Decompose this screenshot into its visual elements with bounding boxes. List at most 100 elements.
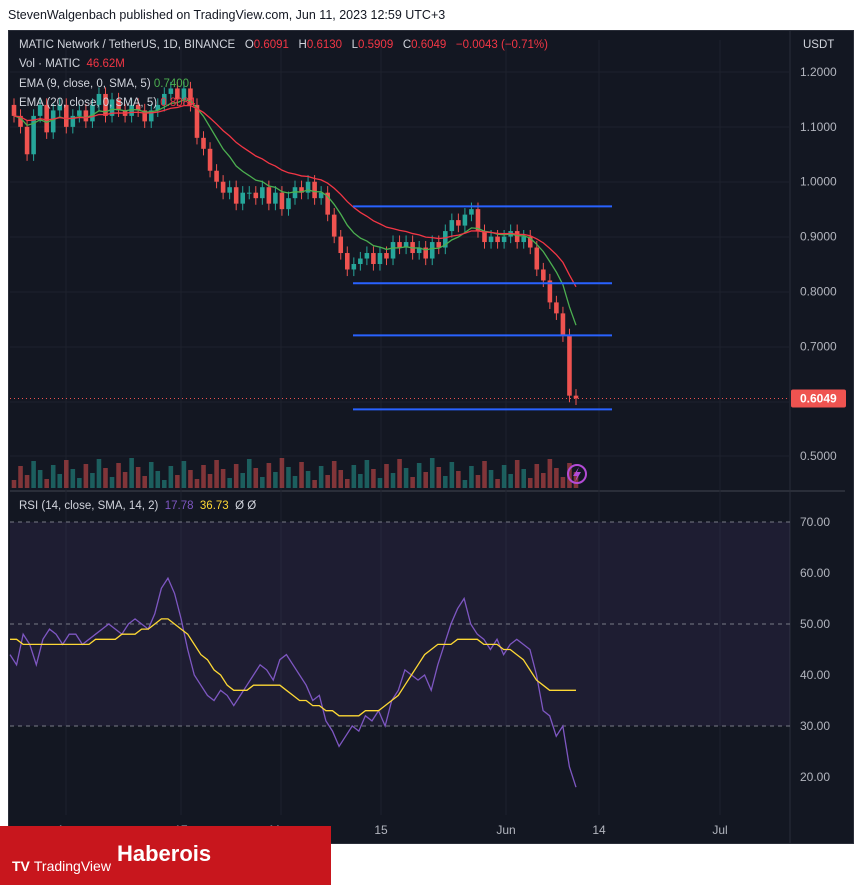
- price-tick-label: 1.0000: [800, 175, 837, 189]
- watermark-banner: [0, 826, 331, 885]
- legend-low: 0.5909: [358, 39, 394, 51]
- legend-ema9-row: EMA (9, close, 0, SMA, 5) 0.7400: [19, 78, 189, 90]
- candle-body: [469, 209, 474, 215]
- candle-body: [11, 104, 17, 116]
- candle-body: [96, 93, 102, 105]
- candle-body: [135, 104, 141, 111]
- volume-bar: [201, 465, 206, 488]
- legend-volume-row: Vol · MATIC 46.62M: [19, 58, 125, 70]
- volume-bar: [240, 473, 246, 488]
- legend-h-label: H: [298, 39, 307, 51]
- rsi-ma-line: [10, 618, 576, 717]
- candle-body: [449, 220, 455, 232]
- candle-body: [527, 236, 533, 248]
- legend-rsi-ma-value: 36.73: [199, 500, 229, 512]
- chart-frame: [8, 30, 854, 844]
- last-price-tag-bg: [791, 389, 846, 408]
- candle-body: [371, 253, 376, 264]
- candle-body: [305, 181, 311, 193]
- volume-bar: [371, 469, 376, 488]
- candle-body: [31, 115, 36, 155]
- candle-body: [573, 395, 579, 399]
- volume-bar: [77, 478, 82, 488]
- volume-bar: [273, 472, 278, 488]
- time-tick-label: Jul: [712, 823, 727, 837]
- legend-rsi-value: 17.78: [164, 500, 194, 512]
- candle-body: [57, 104, 63, 111]
- candle-body: [443, 231, 448, 248]
- candle-body: [495, 236, 500, 243]
- volume-bar: [279, 458, 285, 488]
- candle-body: [162, 93, 167, 105]
- volume-bar: [514, 460, 520, 488]
- candle-body: [70, 115, 76, 127]
- volume-bar: [475, 475, 481, 488]
- candle-body: [514, 231, 520, 243]
- price-tick-label: 0.7000: [800, 339, 837, 353]
- candle-body: [220, 181, 226, 193]
- volume-bar: [527, 478, 533, 488]
- volume-bar: [325, 475, 330, 488]
- volume-bar: [508, 474, 513, 488]
- volume-bar: [37, 470, 43, 488]
- candle-body: [423, 247, 428, 259]
- last-price-tag: 0.6049: [800, 391, 837, 405]
- publisher-text: StevenWalgenbach published on TradingVie…: [8, 8, 446, 22]
- price-tick-label: 1.2000: [800, 65, 837, 79]
- volume-bar: [403, 468, 409, 488]
- candle-body: [63, 104, 69, 127]
- candle-body: [83, 110, 89, 122]
- candle-body: [253, 192, 259, 199]
- candle-body: [279, 192, 285, 210]
- time-tick-label: 15: [374, 823, 388, 837]
- price-tick-label: 0.5000: [800, 449, 837, 463]
- volume-bar: [423, 472, 428, 488]
- candle-body: [266, 187, 272, 204]
- candle-body: [397, 242, 402, 248]
- volume-bar: [246, 459, 252, 488]
- volume-bar: [83, 464, 89, 488]
- candle-body: [351, 264, 357, 270]
- price-tick-label: 1.1000: [800, 120, 837, 134]
- rsi-tick-label: 40.00: [800, 668, 830, 682]
- candle-body: [155, 104, 161, 111]
- volume-bar: [135, 467, 141, 488]
- candle-body: [462, 214, 468, 226]
- time-tick-label: Jun: [496, 823, 515, 837]
- candle-body: [554, 302, 559, 314]
- legend-ema9-label: EMA (9, close, 0, SMA, 5): [19, 78, 151, 90]
- volume-bar: [299, 462, 304, 488]
- candle-body: [37, 104, 43, 116]
- volume-bar: [63, 460, 69, 488]
- volume-bar: [567, 463, 572, 488]
- flash-icon: [567, 464, 587, 484]
- volume-bar: [443, 476, 448, 488]
- volume-bar: [469, 466, 474, 488]
- candle-body: [456, 220, 461, 226]
- candle-body: [501, 236, 507, 243]
- volume-bar: [168, 466, 174, 488]
- volume-bar: [292, 476, 298, 488]
- candle-body: [325, 192, 330, 215]
- watermark-text: Haberois: [117, 841, 212, 866]
- candle-body: [201, 137, 206, 149]
- price-tick-label: 0.9000: [800, 230, 837, 244]
- volume-bar: [449, 462, 455, 488]
- publisher-bar: StevenWalgenbach published on TradingVie…: [0, 0, 863, 30]
- volume-bar: [560, 477, 566, 488]
- rsi-tick-label: 60.00: [800, 566, 830, 580]
- volume-bar: [188, 470, 193, 488]
- volume-bar: [456, 471, 461, 488]
- legend-open: 0.6091: [253, 39, 289, 51]
- legend-ema20-value: 0.8084: [160, 97, 196, 109]
- candle-body: [24, 126, 30, 155]
- volume-bar: [103, 468, 108, 488]
- candle-body: [44, 104, 49, 133]
- candle-body: [436, 242, 442, 248]
- legend-rsi-extra: Ø Ø: [235, 500, 257, 512]
- ema20-line: [13, 104, 577, 288]
- volume-bar: [50, 465, 56, 488]
- candle-body: [482, 231, 487, 243]
- candle-body: [90, 104, 95, 122]
